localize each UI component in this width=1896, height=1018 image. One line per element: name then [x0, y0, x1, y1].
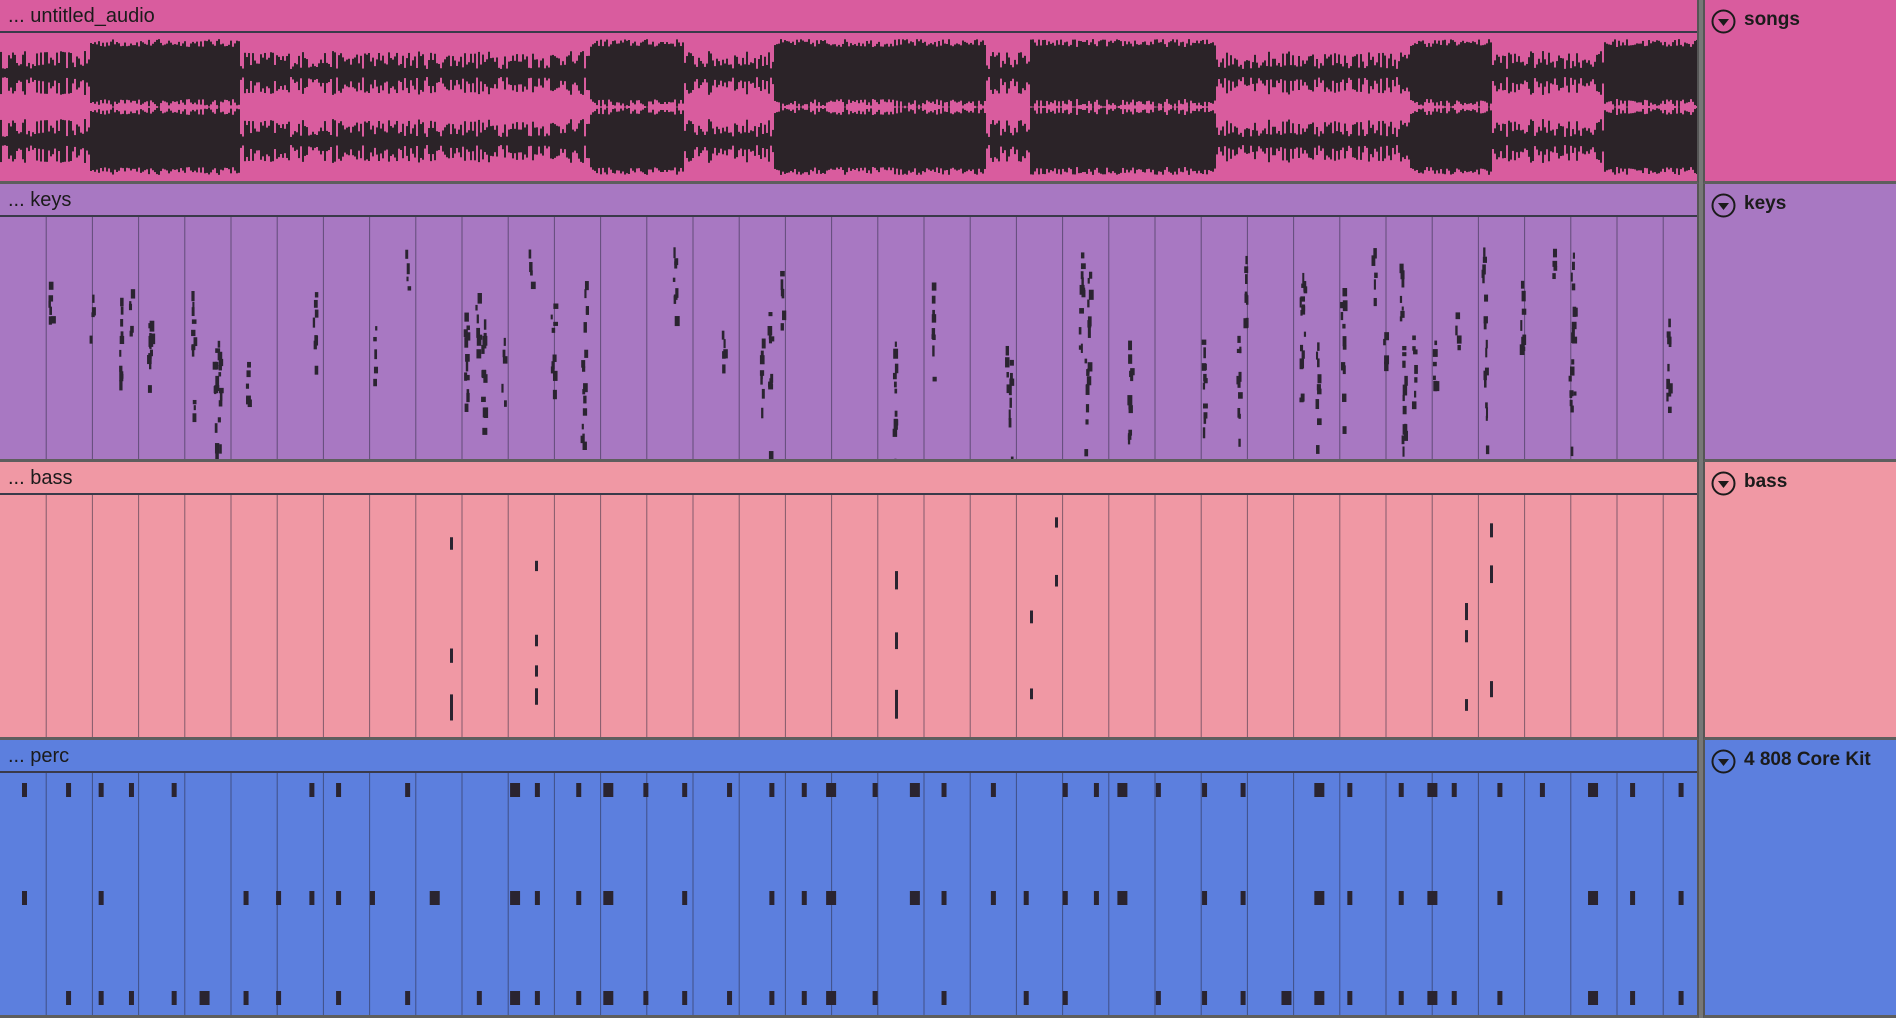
- audio-waveform: [0, 39, 1697, 175]
- note-area[interactable]: [0, 495, 1697, 737]
- clip-bass[interactable]: ... bass: [0, 462, 1699, 740]
- track-header-keys[interactable]: keys: [1703, 184, 1896, 462]
- clip-perc[interactable]: ... perc: [0, 740, 1699, 1018]
- device-name[interactable]: keys: [1744, 193, 1787, 214]
- clip-keys[interactable]: ... keys: [0, 184, 1699, 462]
- clip-name: ... bass: [8, 467, 73, 489]
- fold-toggle-icon[interactable]: [1711, 193, 1736, 218]
- track-header-audio[interactable]: songs: [1703, 0, 1896, 184]
- track-header-bass[interactable]: bass: [1703, 462, 1896, 740]
- track-header-perc[interactable]: 4 808 Core Kit: [1703, 740, 1896, 1018]
- clip-name: ... untitled_audio: [8, 5, 155, 27]
- device-name[interactable]: 4 808 Core Kit: [1744, 749, 1871, 770]
- clip-header[interactable]: ... keys: [0, 184, 1697, 217]
- waveform-area[interactable]: [0, 33, 1697, 181]
- beat-grid: [45, 773, 1664, 1015]
- beat-grid: [45, 217, 1664, 459]
- note-marks: [450, 517, 1493, 721]
- fold-toggle-icon[interactable]: [1711, 471, 1736, 496]
- clip-header[interactable]: ... untitled_audio: [0, 0, 1697, 33]
- note-area[interactable]: [0, 773, 1697, 1015]
- waveform-shape: [0, 39, 1697, 175]
- track-bass: ... bass bass: [0, 462, 1896, 740]
- device-name[interactable]: songs: [1744, 9, 1800, 30]
- midi-notes: [45, 217, 1673, 459]
- note-marks: [48, 247, 1673, 459]
- device-name[interactable]: bass: [1744, 471, 1788, 492]
- clip-header[interactable]: ... bass: [0, 462, 1697, 495]
- note-marks: [22, 783, 1684, 1005]
- note-area[interactable]: [0, 217, 1697, 459]
- clip-header[interactable]: ... perc: [0, 740, 1697, 773]
- midi-notes: [45, 495, 1664, 737]
- midi-notes: [22, 773, 1684, 1015]
- clip-untitled-audio[interactable]: ... untitled_audio: [0, 0, 1699, 184]
- fold-toggle-icon[interactable]: [1711, 9, 1736, 34]
- track-keys: ... keys keys: [0, 184, 1896, 462]
- clip-name: ... perc: [8, 745, 70, 767]
- fold-toggle-icon[interactable]: [1711, 749, 1736, 774]
- clip-name: ... keys: [8, 189, 72, 211]
- track-audio: ... untitled_audio songs: [0, 0, 1896, 184]
- track-perc: ... perc 4 808 Core Kit: [0, 740, 1896, 1018]
- beat-grid: [45, 495, 1664, 737]
